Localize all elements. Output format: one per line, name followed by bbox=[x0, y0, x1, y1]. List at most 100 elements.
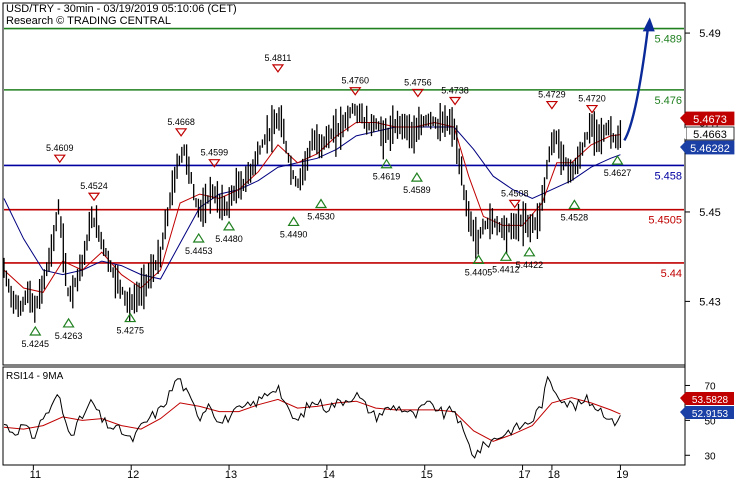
price-tags: 5.4673 5.4663 5.46282 bbox=[680, 111, 735, 155]
swing-high-marker bbox=[53, 154, 66, 164]
swing-low-label: 5.4480 bbox=[215, 234, 243, 244]
rsi-ma-line bbox=[3, 397, 621, 442]
swing-low-marker bbox=[314, 198, 328, 209]
rsi-lines bbox=[3, 375, 621, 459]
swing-low-label: 5.4453 bbox=[185, 246, 213, 256]
swing-low-marker bbox=[523, 246, 536, 257]
rsi-y-tick-label: 50 bbox=[704, 416, 716, 427]
swing-high-marker bbox=[448, 96, 462, 106]
swing-high-marker bbox=[87, 192, 101, 202]
rsi-axis: 70 50 30 bbox=[685, 381, 716, 462]
swing-low-marker bbox=[287, 216, 300, 227]
rsi-tag-pointer bbox=[680, 406, 686, 419]
swing-high-label: 5.4729 bbox=[538, 90, 566, 100]
swing-low-label: 5.4530 bbox=[307, 212, 335, 222]
swing-high-label: 5.4599 bbox=[201, 148, 229, 158]
swing-high-marker bbox=[208, 159, 221, 168]
swing-high-label: 5.4609 bbox=[46, 143, 74, 153]
swing-high-label: 5.4760 bbox=[341, 76, 369, 86]
rsi-tag-box bbox=[686, 392, 734, 405]
chart-subtitle: Research © TRADING CENTRAL bbox=[6, 15, 171, 27]
rsi-tag-label: 53.5828 bbox=[692, 395, 729, 406]
rsi-tag-label: 52.9153 bbox=[692, 409, 729, 420]
forecast-arrow bbox=[623, 17, 655, 142]
price-y-tick-label: 5.45 bbox=[699, 207, 720, 219]
swing-low-marker bbox=[568, 199, 581, 210]
swing-low-marker bbox=[380, 158, 393, 169]
level-label-support: 5.4505 bbox=[648, 215, 682, 227]
swing-high-marker bbox=[271, 64, 285, 73]
level-label-pivot: 5.458 bbox=[654, 170, 682, 182]
price-y-tick-label: 5.49 bbox=[699, 28, 720, 40]
rsi-line bbox=[3, 375, 621, 459]
swing-low-marker bbox=[499, 251, 513, 261]
swing-low-marker bbox=[410, 172, 423, 182]
x-tick-label: 19 bbox=[616, 469, 628, 480]
price-candles bbox=[3, 103, 622, 323]
price-axis: 5.495.475.455.43 bbox=[685, 28, 721, 308]
swing-low-label: 5.4619 bbox=[373, 172, 401, 182]
x-tick-label: 11 bbox=[30, 469, 41, 480]
swing-low-label: 5.4263 bbox=[55, 331, 83, 341]
price-tag-pointer bbox=[680, 112, 686, 125]
swing-high-marker bbox=[411, 88, 425, 98]
price-tag-label: 5.4663 bbox=[693, 129, 727, 141]
swing-high-label: 5.4756 bbox=[404, 77, 432, 87]
swing-high-marker bbox=[174, 128, 188, 137]
swing-low-label: 5.4405 bbox=[465, 267, 493, 277]
rsi-tag-pointer bbox=[680, 392, 686, 405]
price-tag-label: 5.46282 bbox=[690, 143, 730, 155]
price-levels: 5.489 5.476 5.458 5.4505 5.44 bbox=[4, 27, 684, 280]
swing-high-label: 5.4668 bbox=[167, 117, 195, 127]
rsi-panel bbox=[2, 366, 686, 466]
price-y-tick-label: 5.43 bbox=[699, 296, 720, 308]
x-tick-label: 18 bbox=[548, 469, 560, 480]
swing-low-marker bbox=[192, 232, 205, 243]
swing-high-marker bbox=[545, 100, 559, 110]
swing-high-marker bbox=[508, 199, 521, 209]
swing-low-label: 5.4528 bbox=[561, 212, 589, 222]
forecast-arrow-shaft bbox=[623, 29, 649, 142]
x-tick-label: 12 bbox=[127, 469, 139, 480]
swing-high-marker bbox=[349, 87, 362, 96]
swing-markers: 5.4609 5.4524 5.4668 5.4599 5.4811 5.4760 5.47… bbox=[22, 53, 632, 349]
swing-low-label: 5.4589 bbox=[403, 185, 431, 195]
swing-low-marker bbox=[62, 317, 75, 328]
swing-low-marker bbox=[611, 155, 624, 165]
price-tag-pointer bbox=[680, 141, 686, 154]
rsi-title: RSI14 - 9MA bbox=[6, 371, 64, 382]
swing-low-label: 5.4627 bbox=[604, 168, 632, 178]
chart-title: USD/TRY - 30min - 03/19/2019 05:10:06 (C… bbox=[6, 3, 237, 15]
price-tag-pointer bbox=[680, 127, 686, 140]
x-axis: 11 12 13 14 15 17 18 19 bbox=[30, 465, 629, 481]
swing-high-label: 5.4738 bbox=[441, 86, 469, 96]
swing-high-label: 5.4508 bbox=[501, 188, 529, 198]
x-tick-label: 17 bbox=[518, 469, 530, 480]
swing-high-marker bbox=[585, 104, 599, 114]
swing-low-marker bbox=[222, 220, 236, 231]
rsi-y-tick-label: 70 bbox=[704, 381, 716, 392]
swing-low-label: 5.4422 bbox=[516, 260, 544, 270]
forecast-arrow-head bbox=[642, 17, 655, 32]
swing-high-label: 5.4524 bbox=[80, 181, 108, 191]
swing-low-label: 5.4275 bbox=[116, 326, 144, 336]
level-label-support: 5.44 bbox=[661, 268, 682, 280]
x-tick-label: 14 bbox=[323, 469, 335, 480]
rsi-tag-box bbox=[686, 406, 734, 419]
swing-low-marker bbox=[29, 325, 42, 336]
swing-low-label: 5.4412 bbox=[492, 264, 520, 274]
swing-high-label: 5.4720 bbox=[578, 94, 606, 104]
swing-high-label: 5.4811 bbox=[265, 53, 292, 63]
swing-low-label: 5.4490 bbox=[280, 229, 308, 239]
price-tag-label: 5.4673 bbox=[693, 114, 727, 126]
swing-low-marker bbox=[472, 254, 485, 265]
rsi-tags: 53.5828 52.9153 bbox=[680, 392, 734, 420]
swing-low-label: 5.4245 bbox=[22, 339, 50, 349]
x-tick-label: 15 bbox=[421, 469, 433, 480]
price-panel bbox=[2, 2, 686, 366]
x-tick-label: 13 bbox=[225, 469, 237, 480]
rsi-y-tick-label: 30 bbox=[704, 451, 716, 462]
candle-bars bbox=[3, 103, 622, 323]
